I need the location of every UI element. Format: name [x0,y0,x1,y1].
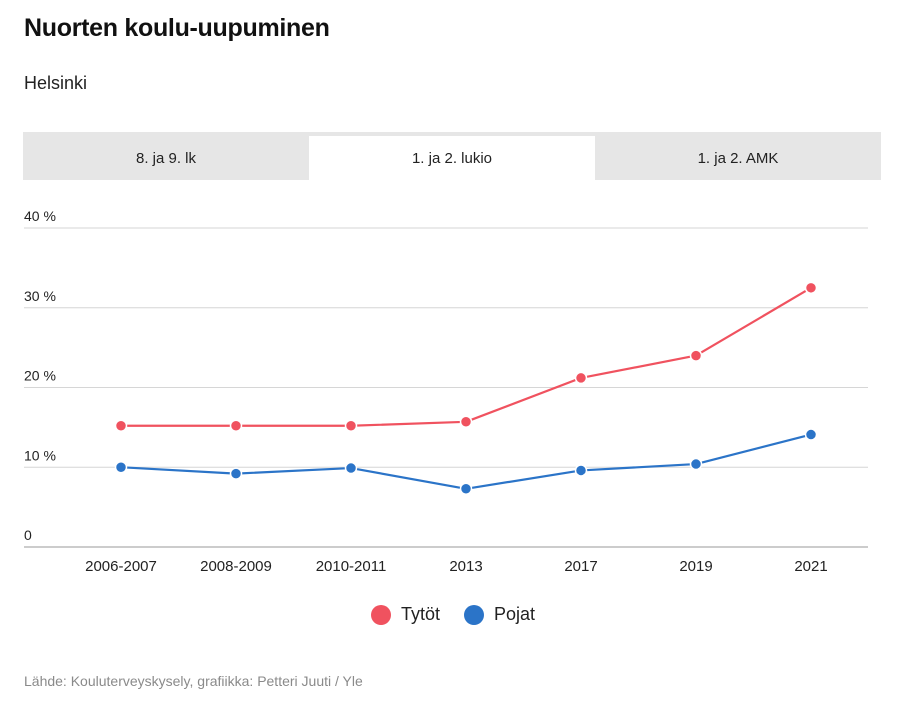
data-point-tytot[interactable] [689,349,703,362]
legend-label-pojat: Pojat [493,604,536,624]
tab-amk[interactable]: 1. ja 2. AMK [697,149,779,167]
y-tick-label: 10 % [24,447,56,463]
data-point-tytot[interactable] [459,415,473,429]
data-point-pojat[interactable] [689,457,703,471]
x-tick-label: 2008-2009 [200,558,272,575]
chart-subtitle: Helsinki [24,73,88,93]
data-point-tytot[interactable] [344,419,358,433]
data-point-pojat[interactable] [459,482,473,496]
data-point-pojat[interactable] [114,461,128,474]
y-tick-label: 20 % [24,368,56,384]
tab-lukio[interactable]: 1. ja 2. lukio [309,136,595,180]
chart-title: Nuorten koulu-uupuminen [24,14,330,42]
legend-dot-tytot [370,604,391,625]
x-tick-label: 2019 [679,558,712,575]
data-point-tytot[interactable] [804,281,818,295]
tab-8-9-lk[interactable]: 8. ja 9. lk [135,149,197,167]
legend-dot-pojat [463,604,484,625]
x-tick-label: 2013 [449,558,482,575]
line-chart: 0 10 % 20 % 30 % 40 % 2006-2007 2008-2009 2010-… [24,208,868,575]
tab-bar: 8. ja 9. lk 1. ja 2. lukio 1. ja 2. AMK [23,132,881,180]
x-tick-label: 2017 [564,558,597,575]
data-point-pojat[interactable] [229,467,243,480]
y-tick-label: 30 % [24,288,56,304]
x-tick-label: 2010-2011 [316,558,387,575]
legend-item-tytot[interactable]: Tytöt [370,604,440,625]
data-point-pojat[interactable] [574,464,588,477]
legend-item-pojat[interactable]: Pojat [463,604,536,625]
series-line-tytot [121,286,812,427]
y-tick-label: 0 [24,527,32,543]
source-note: Lähde: Kouluterveyskysely, grafiikka: Pe… [24,673,363,689]
data-point-tytot[interactable] [229,419,243,433]
data-point-pojat[interactable] [344,461,358,475]
data-point-tytot[interactable] [574,371,588,385]
y-tick-label: 40 % [24,208,56,224]
legend: Tytöt Pojat [0,604,906,625]
x-tick-label: 2021 [794,558,827,575]
data-point-tytot[interactable] [114,419,128,433]
data-point-pojat[interactable] [804,428,818,441]
legend-label-tytot: Tytöt [400,604,440,624]
x-tick-label: 2006-2007 [85,558,157,575]
series-line-pojat [120,433,812,490]
